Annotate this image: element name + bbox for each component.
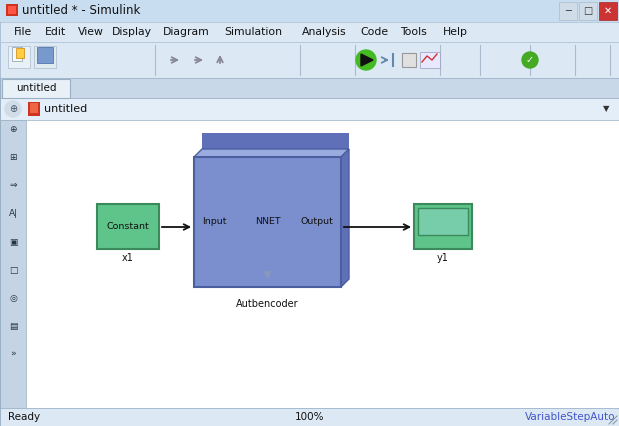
Text: Tools: Tools (400, 27, 426, 37)
Bar (202, 133, 349, 279)
Text: Help: Help (443, 27, 468, 37)
Text: untitled: untitled (15, 83, 56, 93)
Bar (579, 2, 597, 20)
Text: ▤: ▤ (9, 322, 17, 331)
Text: Edit: Edit (45, 27, 66, 37)
Bar (0, 408, 619, 426)
Bar (194, 157, 341, 287)
Bar (2, 79, 70, 98)
Text: ◎: ◎ (9, 294, 17, 302)
Text: »: » (10, 349, 16, 359)
Polygon shape (194, 149, 349, 157)
Text: Ready: Ready (8, 412, 40, 422)
Text: Constant: Constant (106, 222, 149, 231)
Text: File: File (14, 27, 32, 37)
Bar (28, 102, 40, 116)
Text: Code: Code (360, 27, 388, 37)
Text: Analysis: Analysis (302, 27, 347, 37)
Text: ⊕: ⊕ (9, 104, 17, 114)
Text: Display: Display (112, 27, 152, 37)
Text: 100%: 100% (295, 412, 324, 422)
Text: Simulation: Simulation (224, 27, 282, 37)
Text: ⊞: ⊞ (9, 153, 17, 162)
Bar (34, 46, 56, 68)
Bar (414, 204, 472, 249)
Circle shape (5, 101, 21, 117)
Text: ⇒: ⇒ (9, 181, 17, 190)
Text: □: □ (583, 6, 592, 16)
Bar (26, 120, 619, 408)
Bar (30, 103, 38, 113)
Text: Input: Input (202, 218, 227, 227)
Text: x1: x1 (122, 253, 134, 263)
Text: ▣: ▣ (9, 238, 17, 247)
Text: untitled: untitled (44, 104, 87, 114)
Text: ✓: ✓ (526, 55, 534, 65)
Polygon shape (341, 149, 349, 287)
Bar (8, 46, 30, 68)
Bar (0, 0, 619, 22)
Bar (16, 48, 24, 58)
Text: NNET: NNET (254, 218, 280, 227)
Text: Diagram: Diagram (163, 27, 210, 37)
Text: untitled * - Simulink: untitled * - Simulink (22, 5, 141, 17)
Bar (0, 22, 619, 42)
Circle shape (522, 52, 538, 68)
Bar (0, 42, 619, 78)
Bar (12, 47, 22, 61)
Text: A|: A| (9, 210, 17, 219)
Bar (37, 47, 53, 63)
Bar (8, 6, 16, 14)
Text: Autbencoder: Autbencoder (236, 299, 299, 309)
Text: VariableStepAuto: VariableStepAuto (524, 412, 615, 422)
Text: Output: Output (300, 218, 333, 227)
Bar (97, 204, 159, 249)
Text: ⊕: ⊕ (9, 126, 17, 135)
Bar (0, 120, 26, 408)
Bar (559, 2, 577, 20)
Circle shape (356, 50, 376, 70)
Bar (402, 53, 416, 67)
Text: ─: ─ (565, 6, 571, 16)
Text: View: View (78, 27, 104, 37)
Text: □: □ (9, 265, 17, 274)
Text: ✕: ✕ (604, 6, 612, 16)
Bar (599, 2, 617, 20)
Text: y1: y1 (437, 253, 449, 263)
Bar (6, 4, 18, 16)
Bar (418, 208, 468, 235)
Bar (420, 52, 440, 68)
Bar (0, 98, 619, 120)
Bar (0, 78, 619, 98)
Polygon shape (361, 54, 373, 66)
Text: ▼: ▼ (602, 104, 609, 113)
